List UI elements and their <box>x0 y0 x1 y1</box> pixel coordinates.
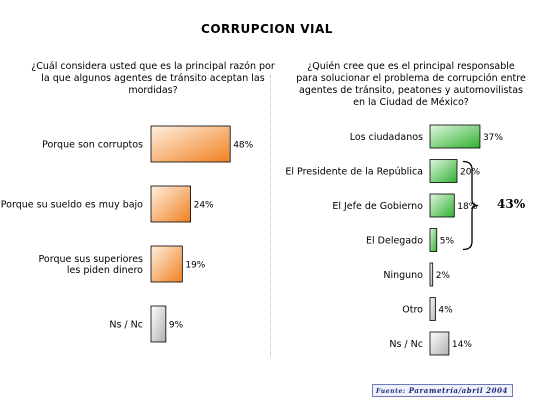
bar-1 <box>150 125 231 163</box>
source-note: Fuente: Parametría/abril 2004 <box>372 384 513 397</box>
value-label: 48% <box>233 141 253 151</box>
value-label: 20% <box>460 168 480 178</box>
category-label: Ns / Nc <box>389 339 423 350</box>
value-label: 18% <box>457 202 477 212</box>
category-label: Porque sus superiores <box>39 254 144 265</box>
value-label: 5% <box>440 237 455 247</box>
value-label: 2% <box>436 271 451 281</box>
source-text: Parametría/abril 2004 <box>408 386 509 395</box>
value-label: 9% <box>169 321 184 331</box>
chart-title: CORRUPCION VIAL <box>201 22 333 36</box>
category-label: Ninguno <box>383 270 423 281</box>
category-label: Ns / Nc <box>109 320 143 331</box>
category-label: Porque son corruptos <box>42 140 143 151</box>
bar-7 <box>429 331 450 356</box>
category-label: El Presidente de la República <box>285 167 423 178</box>
category-label: Los ciudadanos <box>350 132 423 143</box>
category-label: El Jefe de Gobierno <box>332 201 423 212</box>
right-chart: Los ciudadanos 37% El Presidente de la Rep… <box>285 124 503 356</box>
bar-4 <box>150 305 167 343</box>
bar-2 <box>429 159 458 183</box>
value-label: 4% <box>438 306 453 316</box>
bar-3 <box>429 193 455 218</box>
bar-5 <box>429 262 434 287</box>
center-divider <box>270 75 271 357</box>
value-label: 19% <box>185 261 205 271</box>
value-label: 14% <box>452 340 472 350</box>
bar-4 <box>429 228 438 252</box>
category-label: Otro <box>402 305 423 316</box>
left-chart: Porque son corruptos 48% Porque su sueldo … <box>1 125 254 343</box>
bar-2 <box>150 185 191 223</box>
left-question: ¿Cuál considera usted que es la principa… <box>31 61 275 96</box>
category-label: Porque su sueldo es muy bajo <box>1 200 143 211</box>
category-label: El Delegado <box>366 236 423 247</box>
group-bracket <box>462 160 479 251</box>
bar-3 <box>150 245 183 283</box>
right-question: ¿Quién cree que es el principal responsa… <box>296 61 526 108</box>
category-label: les piden dinero <box>67 265 143 276</box>
value-label: 24% <box>194 201 214 211</box>
value-label: 37% <box>483 133 503 143</box>
bar-6 <box>429 297 436 321</box>
bar-1 <box>429 124 481 149</box>
source-label: Fuente: <box>376 388 406 395</box>
group-percentage: 43% <box>497 197 526 211</box>
